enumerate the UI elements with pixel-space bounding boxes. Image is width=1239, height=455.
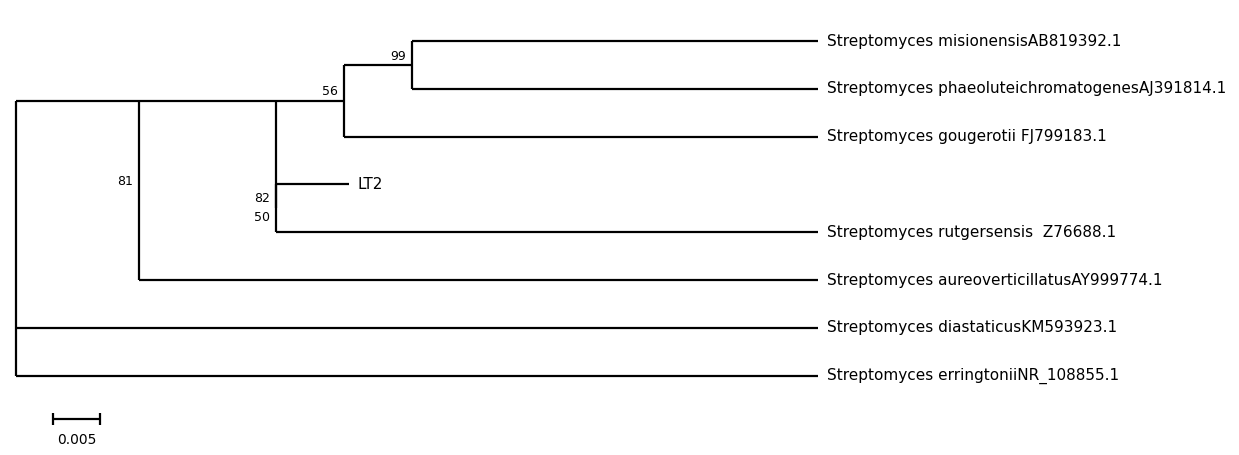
- Text: 81: 81: [116, 175, 133, 188]
- Text: Streptomyces misionensisAB819392.1: Streptomyces misionensisAB819392.1: [826, 34, 1121, 49]
- Text: 0.005: 0.005: [57, 433, 97, 447]
- Text: Streptomyces rutgersensis  Z76688.1: Streptomyces rutgersensis Z76688.1: [826, 225, 1116, 240]
- Text: Streptomyces gougerotii FJ799183.1: Streptomyces gougerotii FJ799183.1: [826, 129, 1106, 144]
- Text: Streptomyces aureoverticillatusAY999774.1: Streptomyces aureoverticillatusAY999774.…: [826, 273, 1162, 288]
- Text: Streptomyces diastaticusKM593923.1: Streptomyces diastaticusKM593923.1: [826, 320, 1116, 335]
- Text: Streptomyces phaeoluteichromatogenesAJ391814.1: Streptomyces phaeoluteichromatogenesAJ39…: [826, 81, 1225, 96]
- Text: 99: 99: [390, 50, 406, 62]
- Text: 82: 82: [254, 192, 270, 205]
- Text: 56: 56: [322, 86, 338, 98]
- Text: 50: 50: [254, 211, 270, 224]
- Text: Streptomyces erringtoniiNR_108855.1: Streptomyces erringtoniiNR_108855.1: [826, 368, 1119, 384]
- Text: LT2: LT2: [358, 177, 383, 192]
